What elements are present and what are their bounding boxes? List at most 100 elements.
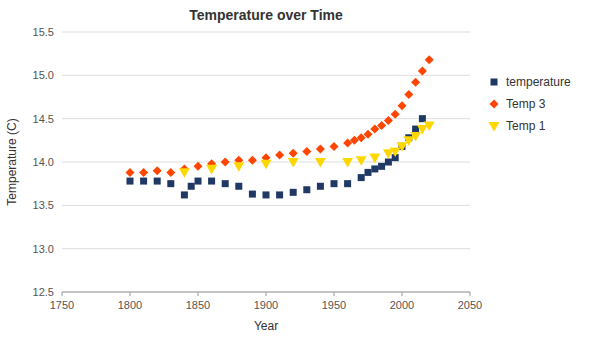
point bbox=[194, 162, 203, 171]
series bbox=[179, 122, 435, 178]
point bbox=[384, 116, 393, 125]
point bbox=[425, 55, 434, 64]
point bbox=[233, 162, 244, 172]
y-tick-label: 14.0 bbox=[33, 156, 54, 168]
point bbox=[276, 191, 283, 198]
grid-line bbox=[62, 118, 470, 119]
grid-line bbox=[62, 75, 470, 76]
x-tick bbox=[198, 292, 199, 296]
point bbox=[410, 132, 421, 142]
legend-marker bbox=[490, 100, 499, 109]
point bbox=[404, 90, 413, 99]
x-axis-label: Year bbox=[254, 319, 278, 333]
point bbox=[331, 180, 338, 187]
x-tick-label: 2050 bbox=[458, 299, 482, 311]
point bbox=[316, 145, 325, 154]
point bbox=[356, 156, 367, 166]
point bbox=[391, 110, 400, 119]
x-tick-label: 1850 bbox=[186, 299, 210, 311]
point bbox=[358, 174, 365, 181]
legend-marker bbox=[491, 79, 498, 86]
point bbox=[167, 180, 174, 187]
x-tick bbox=[402, 292, 403, 296]
point bbox=[364, 130, 373, 139]
point bbox=[385, 159, 392, 166]
point bbox=[377, 121, 386, 130]
point bbox=[127, 178, 134, 185]
point bbox=[417, 125, 428, 135]
point bbox=[179, 168, 190, 178]
x-tick bbox=[334, 292, 335, 296]
legend: temperature Temp 3 Temp 1 bbox=[489, 75, 571, 133]
point bbox=[188, 183, 195, 190]
point bbox=[288, 158, 299, 168]
x-tick bbox=[62, 292, 63, 296]
title: Temperature over Time bbox=[189, 7, 343, 23]
point bbox=[424, 122, 435, 132]
point bbox=[261, 160, 272, 170]
point bbox=[195, 178, 202, 185]
point bbox=[317, 183, 324, 190]
point bbox=[248, 156, 257, 165]
point bbox=[397, 142, 408, 152]
point bbox=[140, 178, 147, 185]
point bbox=[303, 186, 310, 193]
point bbox=[378, 163, 385, 170]
legend-label: Temp 3 bbox=[506, 97, 546, 111]
point bbox=[315, 158, 326, 168]
point bbox=[289, 149, 298, 158]
series bbox=[127, 115, 426, 198]
legend-label: temperature bbox=[506, 75, 571, 89]
point bbox=[390, 148, 401, 158]
point bbox=[369, 154, 380, 164]
x-tick-label: 1900 bbox=[254, 299, 278, 311]
point bbox=[418, 67, 427, 76]
x-tick-label: 1750 bbox=[50, 299, 74, 311]
x-tick bbox=[470, 292, 471, 296]
x-tick-label: 2000 bbox=[390, 299, 414, 311]
y-tick-label: 15.0 bbox=[33, 69, 54, 81]
point bbox=[342, 158, 353, 168]
y-tick-label: 12.5 bbox=[33, 286, 54, 298]
point bbox=[263, 191, 270, 198]
point bbox=[166, 168, 175, 177]
point bbox=[153, 166, 162, 175]
point bbox=[398, 101, 407, 110]
point bbox=[221, 158, 230, 167]
x-tick-label: 1950 bbox=[322, 299, 346, 311]
point bbox=[139, 168, 148, 177]
point bbox=[154, 178, 161, 185]
series bbox=[126, 55, 434, 177]
grid-line bbox=[62, 248, 470, 249]
point bbox=[371, 165, 378, 172]
grid-line bbox=[62, 205, 470, 206]
chart: Temperature over Time 12.5 13.0 13.5 14.0 14.… bbox=[0, 0, 605, 340]
point bbox=[419, 115, 426, 122]
legend-marker bbox=[489, 122, 500, 132]
point bbox=[181, 191, 188, 198]
y-tick-label: 15.5 bbox=[33, 26, 54, 38]
grid bbox=[62, 32, 470, 292]
point bbox=[411, 78, 420, 87]
point bbox=[235, 183, 242, 190]
y-tick-label: 13.5 bbox=[33, 199, 54, 211]
point bbox=[126, 168, 135, 177]
point bbox=[206, 165, 217, 175]
point bbox=[249, 191, 256, 198]
y-axis-label: Temperature (C) bbox=[5, 118, 19, 205]
points bbox=[126, 55, 435, 198]
point bbox=[290, 189, 297, 196]
legend-label: Temp 1 bbox=[506, 119, 546, 133]
y-tick-label: 13.0 bbox=[33, 243, 54, 255]
point bbox=[403, 136, 414, 146]
point bbox=[330, 142, 339, 151]
point bbox=[222, 180, 229, 187]
point bbox=[208, 178, 215, 185]
x-tick-label: 1800 bbox=[118, 299, 142, 311]
point bbox=[275, 151, 284, 160]
point bbox=[365, 169, 372, 176]
y-tick-label: 14.5 bbox=[33, 113, 54, 125]
grid-line bbox=[62, 32, 470, 33]
x-tick bbox=[266, 292, 267, 296]
point bbox=[344, 180, 351, 187]
